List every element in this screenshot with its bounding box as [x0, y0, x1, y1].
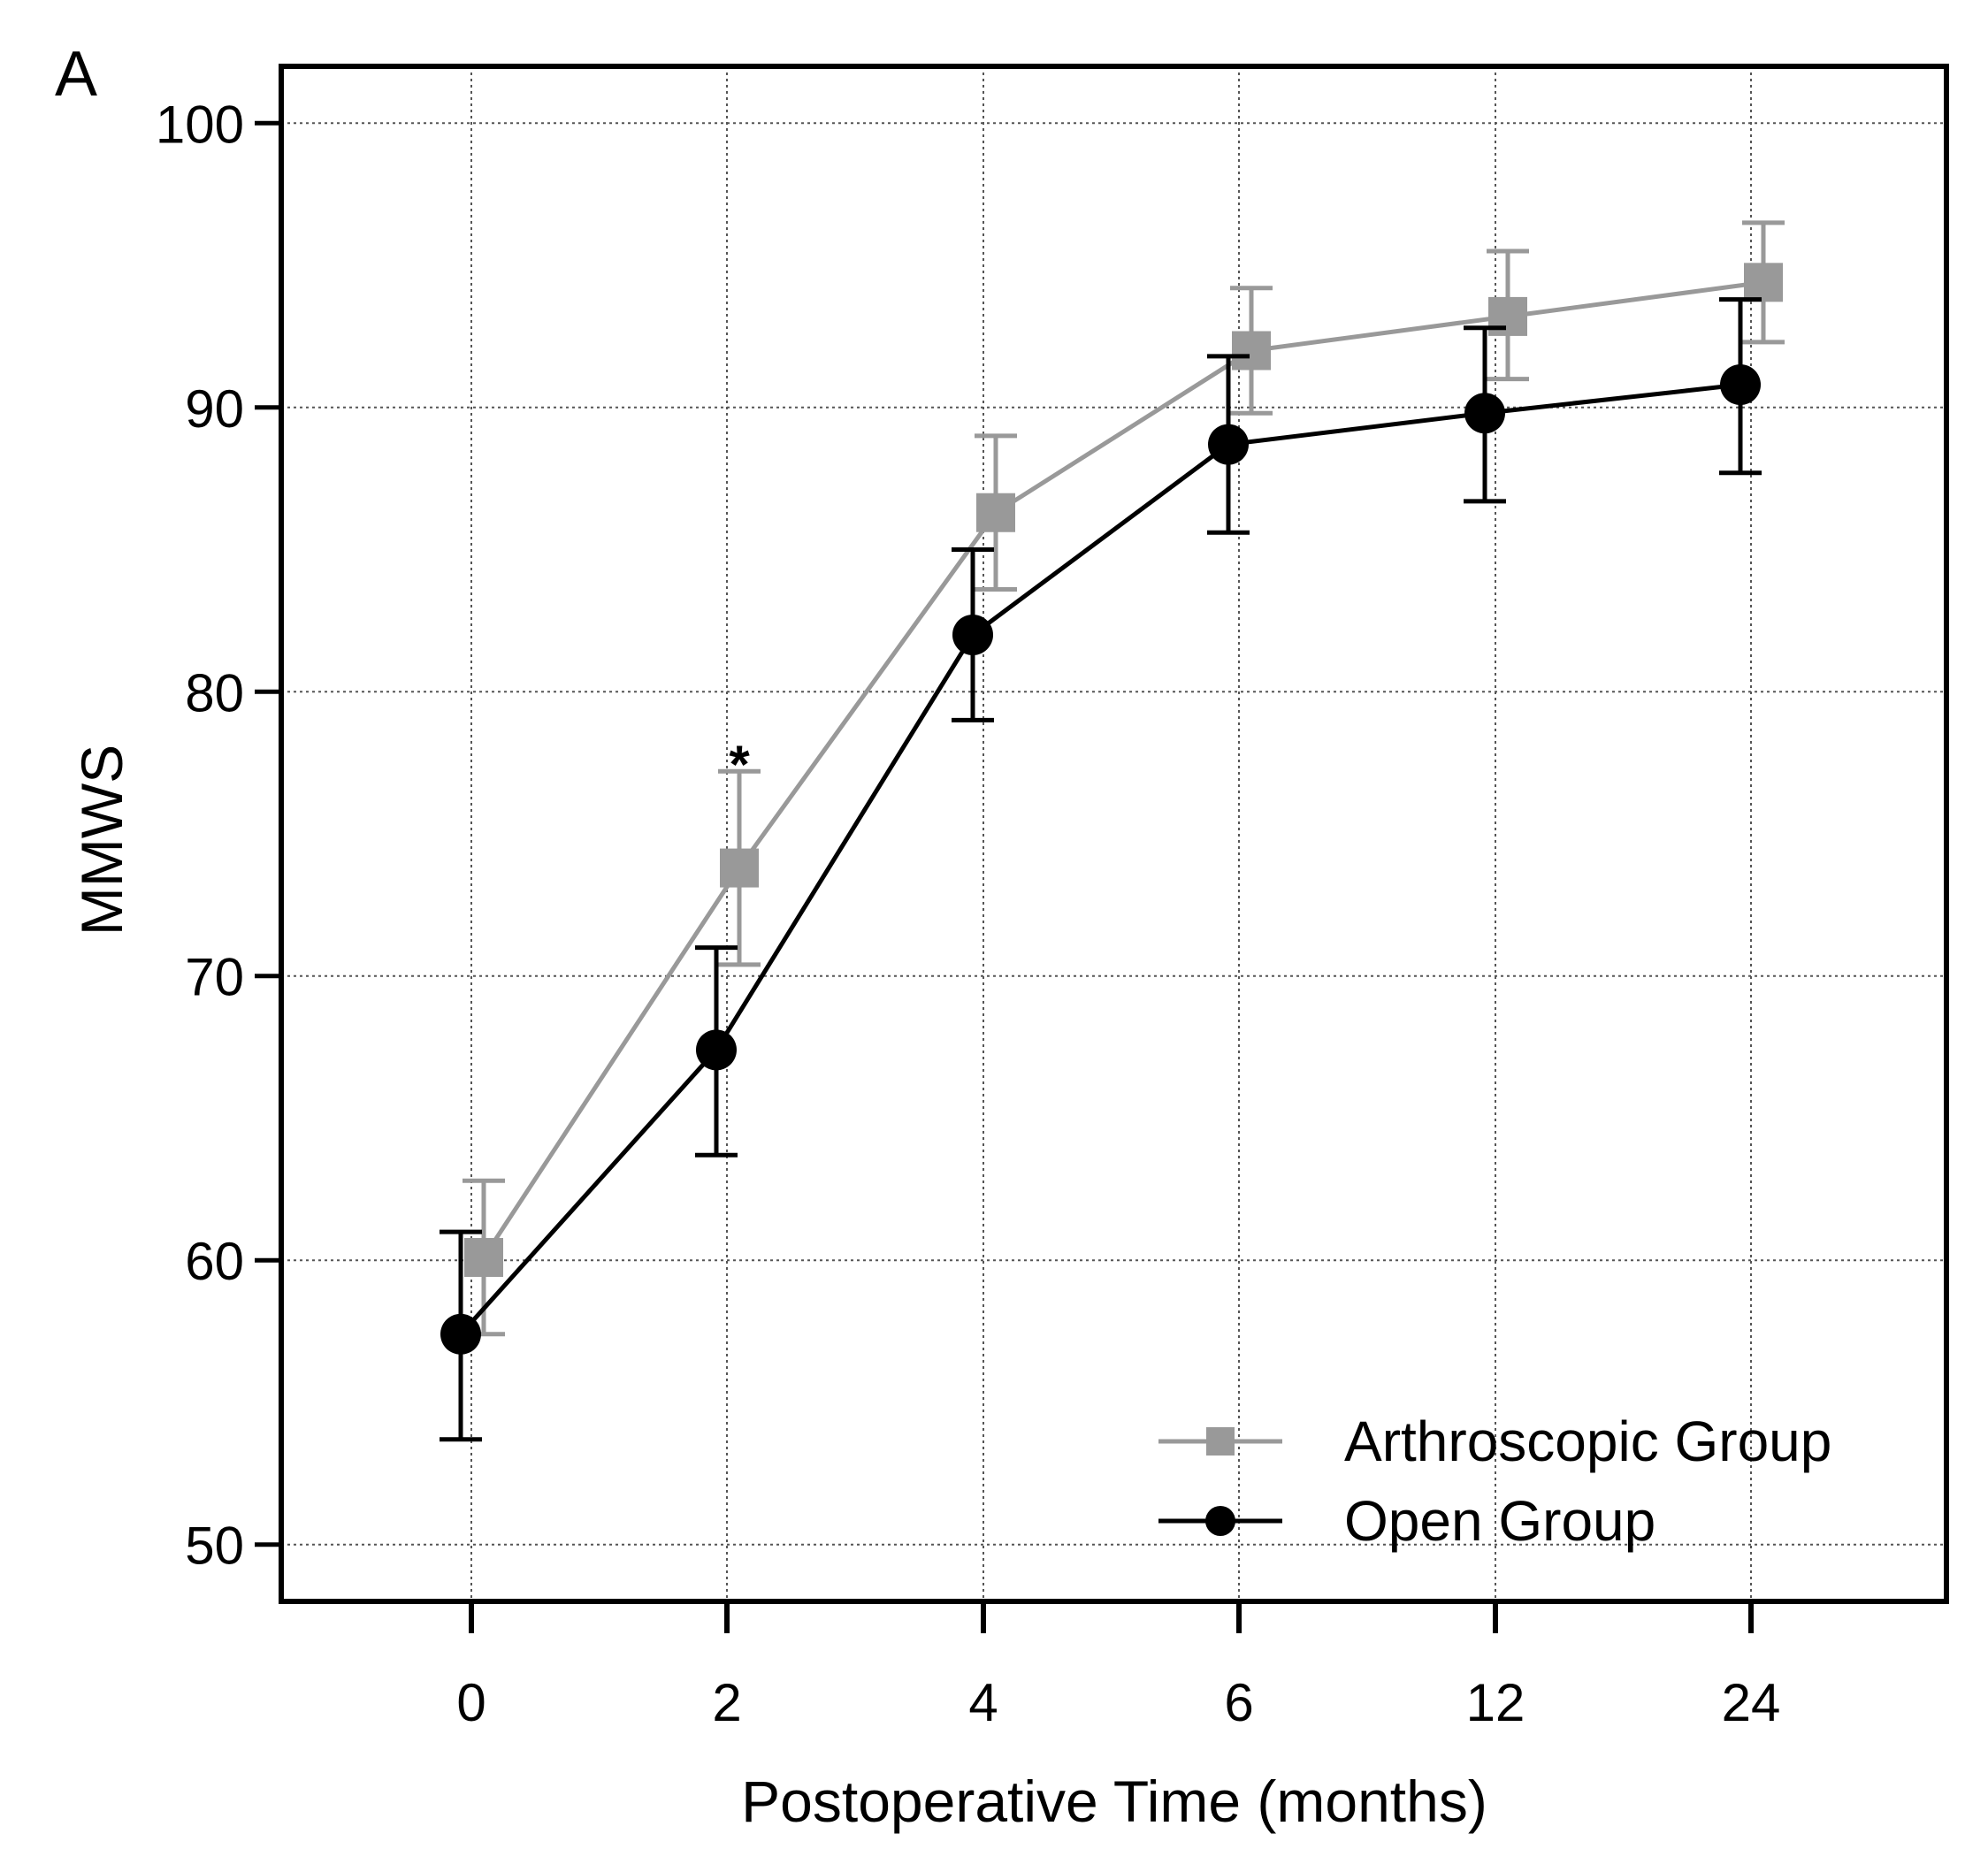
data-point-open-group-24: [1720, 364, 1761, 406]
legend-marker-open-group: [1205, 1506, 1235, 1536]
x-axis-label: Postoperative Time (months): [741, 1769, 1487, 1834]
y-tick-label-80: 80: [185, 663, 244, 722]
series-line-open-group: [459, 382, 1741, 1336]
data-point-arthroscopic-group-24: [1744, 263, 1783, 302]
x-tick-label-4: 4: [968, 1673, 998, 1732]
x-tick-label-2: 2: [712, 1673, 741, 1732]
data-point-arthroscopic-group-12: [1488, 296, 1527, 336]
data-point-open-group-0: [440, 1313, 481, 1355]
significance-marker-2: *: [729, 735, 750, 794]
x-tick-label-6: 6: [1224, 1673, 1253, 1732]
x-tick-label-24: 24: [1722, 1673, 1781, 1732]
panel-label: A: [55, 39, 97, 110]
series-line-arthroscopic-group: [481, 279, 1764, 1259]
legend: Arthroscopic Group Open Group: [1158, 1410, 1831, 1553]
series-open-group: [440, 297, 1762, 1442]
data-point-open-group-12: [1464, 393, 1505, 434]
legend-label-arthroscopic-group: Arthroscopic Group: [1344, 1410, 1831, 1473]
data-point-open-group-2: [696, 1029, 737, 1071]
series-arthroscopic-group: [463, 220, 1785, 1337]
y-tick-label-90: 90: [185, 379, 244, 439]
data-point-arthroscopic-group-6: [1232, 331, 1271, 371]
data-point-arthroscopic-group-0: [464, 1238, 503, 1278]
y-tick-label-60: 60: [185, 1232, 244, 1291]
data-point-arthroscopic-group-2: [720, 848, 759, 888]
data-series: [440, 220, 1785, 1442]
y-axis-label: MMWS: [69, 745, 134, 936]
data-point-open-group-6: [1208, 424, 1249, 465]
x-tick-label-0: 0: [456, 1673, 486, 1732]
grid-lines: [281, 66, 1946, 1601]
y-tick-label-70: 70: [185, 948, 244, 1007]
data-point-arthroscopic-group-4: [976, 493, 1015, 532]
plot-frame: [279, 64, 1949, 1604]
annotations: *: [729, 735, 750, 794]
y-tick-label-50: 50: [185, 1517, 244, 1576]
legend-label-open-group: Open Group: [1344, 1489, 1655, 1553]
legend-marker-arthroscopic-group: [1206, 1427, 1235, 1456]
y-tick-label-100: 100: [156, 95, 244, 154]
data-point-open-group-4: [952, 614, 993, 655]
x-tick-label-12: 12: [1466, 1673, 1525, 1732]
